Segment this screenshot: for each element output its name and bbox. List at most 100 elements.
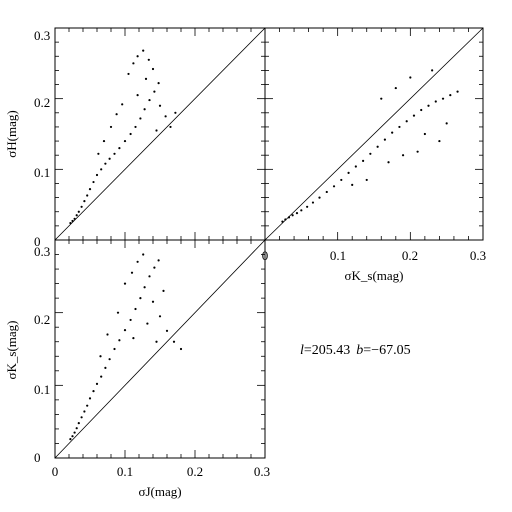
scatter-point xyxy=(398,125,401,129)
scatter-point xyxy=(130,271,134,274)
y-axis-label: σH(mag) xyxy=(4,110,19,157)
panel-frame xyxy=(54,239,266,459)
scatter-point xyxy=(146,322,149,325)
scatter-point xyxy=(106,333,109,336)
scatter-point xyxy=(148,98,151,102)
scatter-point xyxy=(71,219,74,223)
scatter-point xyxy=(71,435,74,438)
scatter-point xyxy=(347,171,350,174)
galactic-coordinates-annotation: l=205.43 b=−67.05 xyxy=(300,343,411,358)
scatter-points xyxy=(69,49,177,225)
scatter-point xyxy=(92,180,95,184)
scatter-point xyxy=(318,196,321,199)
scatter-point xyxy=(97,152,100,155)
scatter-point xyxy=(405,120,408,123)
scatter-point xyxy=(104,162,107,165)
scatter-point xyxy=(108,157,111,160)
x-tick-label: 0.2 xyxy=(402,248,418,263)
scatter-point xyxy=(83,200,86,203)
x-tick-label: 0.3 xyxy=(470,248,486,263)
scatter-point xyxy=(383,138,386,141)
scatter-point xyxy=(291,214,294,217)
scatter-point xyxy=(174,111,177,114)
y-axis-label: σK_s(mag) xyxy=(4,321,19,380)
scatter-point xyxy=(445,122,448,125)
scatter-point xyxy=(102,139,106,143)
scatter-point xyxy=(153,266,156,269)
scatter-point xyxy=(362,159,365,162)
scatter-point xyxy=(287,216,291,219)
scatter-point xyxy=(99,355,102,358)
scatter-point xyxy=(134,125,137,129)
scatter-point xyxy=(311,201,315,204)
scatter-point xyxy=(136,260,139,263)
scatter-point xyxy=(394,86,397,90)
y-tick-label: 0.1 xyxy=(34,382,50,397)
scatter-point xyxy=(332,185,336,188)
scatter-point xyxy=(69,221,72,225)
scatter-point xyxy=(118,147,121,150)
scatter-point xyxy=(143,108,146,111)
scatter-point xyxy=(153,90,156,93)
scatter-point xyxy=(123,329,127,332)
y-tick-label: 0.2 xyxy=(34,95,50,110)
scatter-point xyxy=(80,416,83,419)
scatter-point xyxy=(116,311,120,314)
l-label: l xyxy=(300,343,304,358)
scatter-point xyxy=(77,422,80,425)
reference-line xyxy=(54,27,266,241)
x-tick-label: 0 xyxy=(52,464,59,479)
tick-marks xyxy=(264,27,484,241)
scatter-point xyxy=(88,188,92,191)
scatter-point xyxy=(77,210,80,213)
scatter-point xyxy=(281,220,284,223)
scatter-point xyxy=(132,337,135,340)
scatter-point xyxy=(162,289,165,292)
scatter-point xyxy=(158,104,162,107)
scatter-point xyxy=(86,194,89,197)
scatter-point xyxy=(456,90,459,93)
scatter-point xyxy=(325,190,328,194)
scatter-point xyxy=(129,132,132,136)
l-value: =205.43 xyxy=(304,343,350,358)
scatter-point xyxy=(172,340,176,343)
panel-frame xyxy=(264,27,484,241)
scatter-point xyxy=(354,165,357,168)
scatter-point xyxy=(108,358,111,361)
scatter-point xyxy=(115,113,118,116)
scatter-point xyxy=(365,178,368,182)
y-tick-label: 0.3 xyxy=(34,244,50,259)
panel-top-right: 0 0.1 0.2 0.3 σK_s(mag) xyxy=(262,27,486,283)
scatter-point xyxy=(427,104,430,107)
tick-marks xyxy=(54,239,266,459)
scatter-point xyxy=(144,77,148,80)
scatter-points xyxy=(69,253,183,441)
scatter-point xyxy=(75,427,78,430)
scatter-point xyxy=(109,125,113,129)
scatter-point xyxy=(139,297,142,300)
scatter-point xyxy=(123,282,127,285)
scatter-point xyxy=(420,108,423,112)
scatter-point xyxy=(100,168,103,171)
scatter-point xyxy=(113,152,116,155)
scatter-point xyxy=(136,94,139,97)
scatter-point xyxy=(164,115,167,118)
scatter-point xyxy=(157,82,160,85)
y-tick-label: 0 xyxy=(34,450,41,465)
scatter-point xyxy=(88,397,92,400)
scatter-point xyxy=(151,67,155,71)
scatter-point xyxy=(351,183,354,186)
y-tick-label: 0 xyxy=(34,234,41,249)
scatter-point xyxy=(86,404,89,407)
scatter-point xyxy=(75,214,78,217)
scatter-point xyxy=(340,178,343,182)
scatter-point xyxy=(132,62,135,65)
scatter-point xyxy=(147,58,150,61)
scatter-point xyxy=(134,307,137,311)
scatter-point xyxy=(118,339,121,342)
scatter-point xyxy=(129,318,132,322)
scatter-point xyxy=(136,55,139,58)
scatter-point xyxy=(431,69,434,72)
y-tick-label: 0.1 xyxy=(34,165,50,180)
